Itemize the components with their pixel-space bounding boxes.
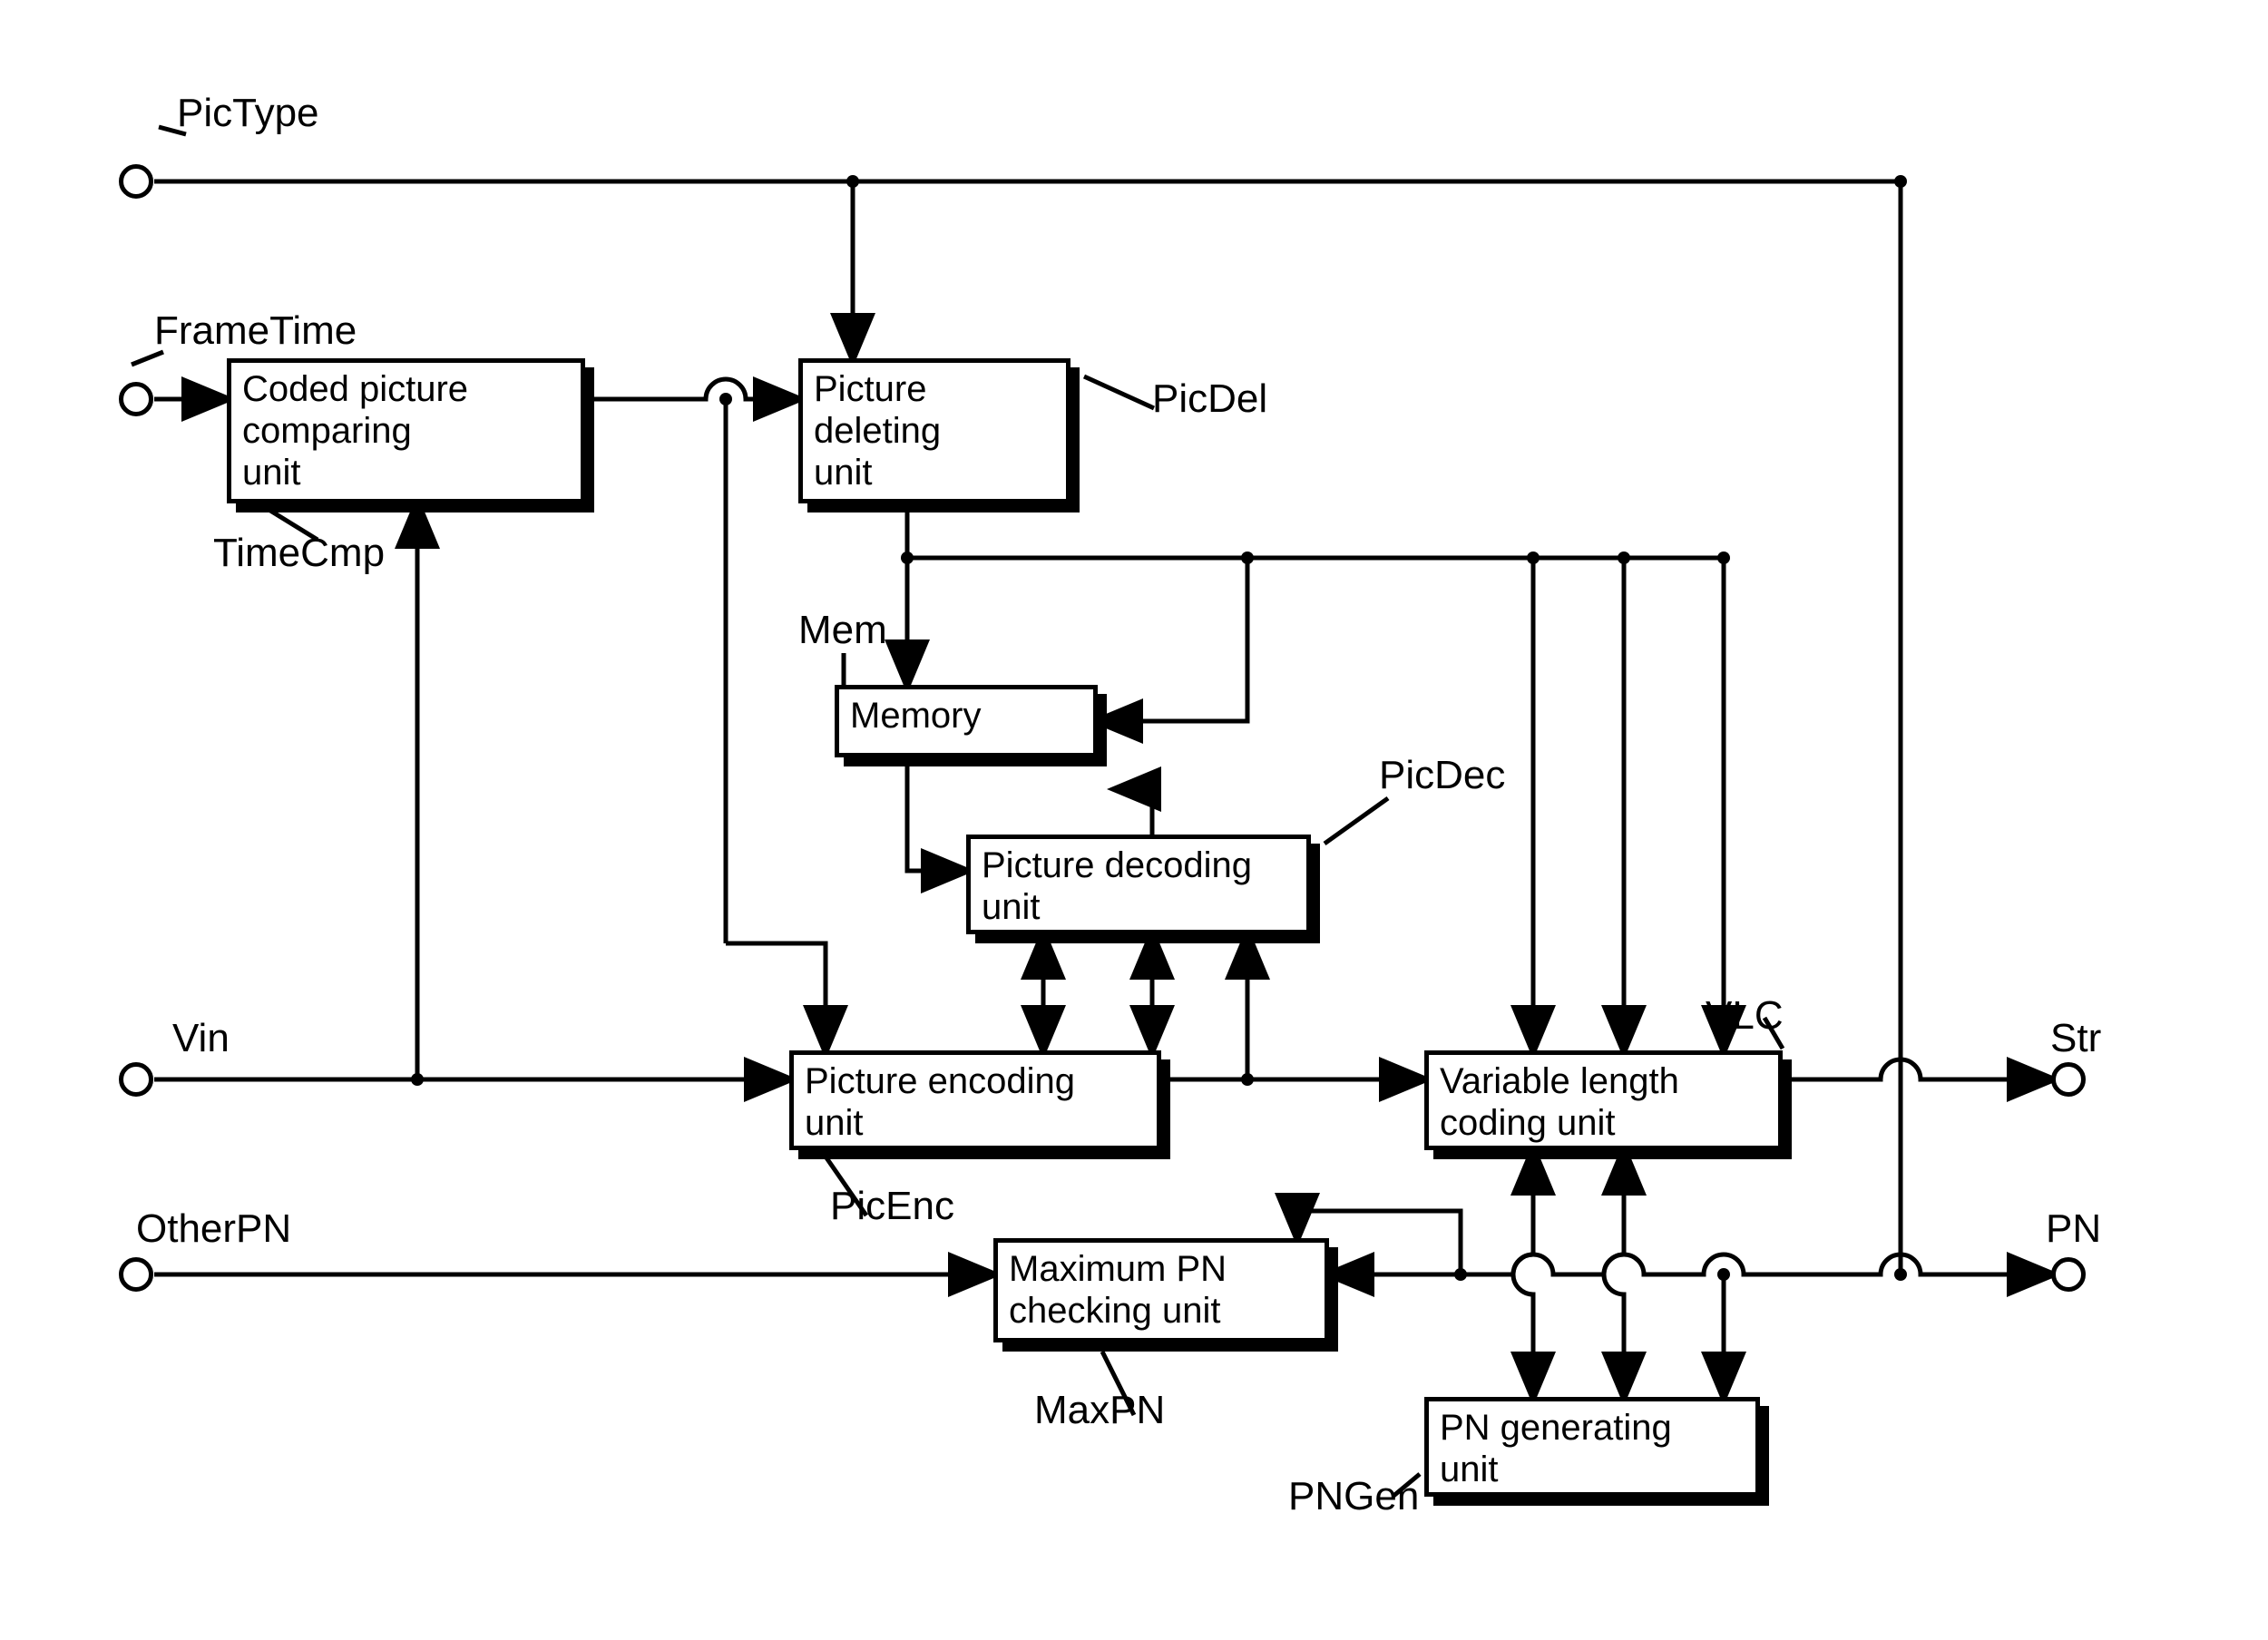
timecmp-block: Coded picturecomparingunit — [227, 358, 585, 503]
picdec-block: Picture decodingunit — [966, 835, 1311, 934]
maxpn-block: Maximum PNchecking unit — [993, 1238, 1329, 1342]
picdel-block: Picturedeletingunit — [798, 358, 1070, 503]
maxpn-ref-label: MaxPN — [1034, 1388, 1165, 1433]
otherpn-label: OtherPN — [136, 1206, 291, 1252]
frametime-label: FrameTime — [154, 308, 357, 354]
mem-block: Memory — [835, 685, 1098, 757]
pngen-block: PN generatingunit — [1424, 1397, 1760, 1497]
str-port — [2051, 1062, 2086, 1097]
pictype-label: PicType — [177, 91, 319, 136]
picdec-ref-label: PicDec — [1379, 753, 1505, 798]
vin-port — [119, 1062, 153, 1097]
diagram-canvas: PicType FrameTime Vin OtherPN Str PN Coded pic… — [0, 0, 2268, 1640]
pngen-ref-label: PNGen — [1288, 1474, 1419, 1519]
picdel-ref-label: PicDel — [1152, 376, 1267, 422]
pn-port — [2051, 1257, 2086, 1292]
mem-ref-label: Mem — [798, 608, 887, 653]
vlc-ref-label: VLC — [1706, 993, 1784, 1039]
vlc-block: Variable lengthcoding unit — [1424, 1050, 1783, 1150]
pictype-port — [119, 164, 153, 199]
str-label: Str — [2050, 1016, 2101, 1061]
pn-label: PN — [2046, 1206, 2101, 1252]
timecmp-ref-label: TimeCmp — [213, 531, 385, 576]
otherpn-port — [119, 1257, 153, 1292]
picenc-ref-label: PicEnc — [830, 1184, 954, 1229]
vin-label: Vin — [172, 1016, 230, 1061]
picenc-block: Picture encodingunit — [789, 1050, 1161, 1150]
frametime-port — [119, 382, 153, 416]
